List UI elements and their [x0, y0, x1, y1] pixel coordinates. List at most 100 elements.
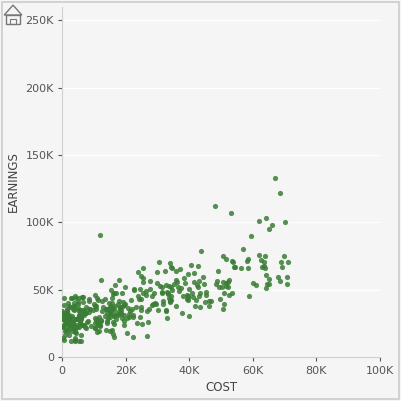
- Point: [67, 325, 73, 331]
- Point: [152, 300, 158, 306]
- Point: [85, 306, 92, 312]
- Point: [229, 258, 236, 265]
- Point: [93, 329, 100, 335]
- Point: [82, 304, 89, 310]
- Point: [81, 324, 88, 330]
- Point: [119, 314, 125, 321]
- Point: [263, 285, 269, 292]
- Point: [245, 255, 251, 262]
- Point: [111, 334, 117, 340]
- Point: [173, 268, 179, 274]
- Point: [124, 330, 130, 336]
- Point: [117, 310, 124, 316]
- Point: [117, 307, 124, 313]
- Point: [119, 299, 126, 306]
- Point: [168, 297, 174, 303]
- Point: [130, 334, 136, 340]
- Point: [65, 320, 71, 326]
- Point: [107, 328, 113, 334]
- Point: [65, 300, 71, 306]
- Point: [64, 308, 70, 314]
- Point: [76, 324, 82, 330]
- Point: [88, 323, 95, 329]
- Point: [198, 247, 205, 254]
- Point: [66, 303, 73, 309]
- Point: [171, 281, 177, 288]
- Point: [72, 337, 79, 344]
- Point: [111, 320, 117, 327]
- Point: [91, 320, 98, 326]
- Bar: [10, 19, 16, 24]
- Point: [190, 294, 196, 300]
- Point: [148, 302, 155, 308]
- Point: [206, 303, 212, 309]
- Point: [140, 279, 146, 285]
- Point: [63, 326, 69, 333]
- Point: [126, 314, 133, 320]
- Point: [77, 314, 83, 321]
- Point: [225, 278, 231, 285]
- Point: [144, 308, 150, 314]
- Point: [85, 318, 91, 324]
- Point: [172, 302, 179, 309]
- Point: [227, 210, 234, 216]
- Point: [103, 306, 109, 312]
- Point: [114, 311, 120, 317]
- Point: [261, 263, 268, 269]
- Point: [61, 313, 68, 320]
- Point: [73, 316, 80, 322]
- Point: [65, 313, 71, 319]
- Point: [59, 323, 66, 330]
- Point: [63, 319, 70, 325]
- Point: [93, 303, 99, 309]
- Point: [110, 305, 117, 312]
- Point: [231, 264, 237, 270]
- Point: [61, 302, 67, 308]
- Point: [203, 289, 209, 296]
- Point: [182, 280, 188, 286]
- Point: [94, 319, 100, 326]
- Point: [104, 306, 111, 312]
- Point: [117, 304, 123, 310]
- Point: [159, 298, 166, 304]
- Point: [117, 311, 124, 318]
- Point: [265, 226, 272, 233]
- Point: [248, 233, 255, 239]
- Point: [60, 323, 66, 330]
- Point: [186, 286, 192, 292]
- Point: [60, 310, 67, 317]
- Point: [75, 299, 81, 306]
- Point: [121, 318, 128, 325]
- Point: [87, 306, 93, 312]
- Point: [96, 314, 102, 320]
- Point: [169, 265, 175, 271]
- Point: [77, 320, 83, 327]
- Point: [111, 307, 117, 313]
- Point: [164, 315, 170, 322]
- Point: [109, 331, 116, 338]
- Point: [97, 321, 103, 328]
- Point: [67, 338, 74, 344]
- Point: [70, 324, 76, 331]
- Point: [220, 252, 226, 259]
- Point: [138, 321, 145, 328]
- Point: [159, 289, 166, 296]
- Point: [163, 308, 169, 314]
- Point: [102, 296, 108, 302]
- Point: [93, 306, 99, 312]
- Point: [109, 291, 116, 298]
- Point: [129, 311, 136, 318]
- Point: [264, 281, 270, 288]
- Point: [69, 314, 75, 321]
- Point: [187, 262, 194, 268]
- Point: [127, 308, 134, 314]
- Point: [223, 282, 229, 289]
- Point: [213, 280, 219, 287]
- Point: [69, 313, 75, 320]
- Point: [116, 308, 123, 314]
- Point: [237, 265, 244, 271]
- Point: [130, 314, 136, 320]
- Point: [64, 306, 70, 312]
- Point: [185, 293, 191, 300]
- Point: [195, 284, 202, 290]
